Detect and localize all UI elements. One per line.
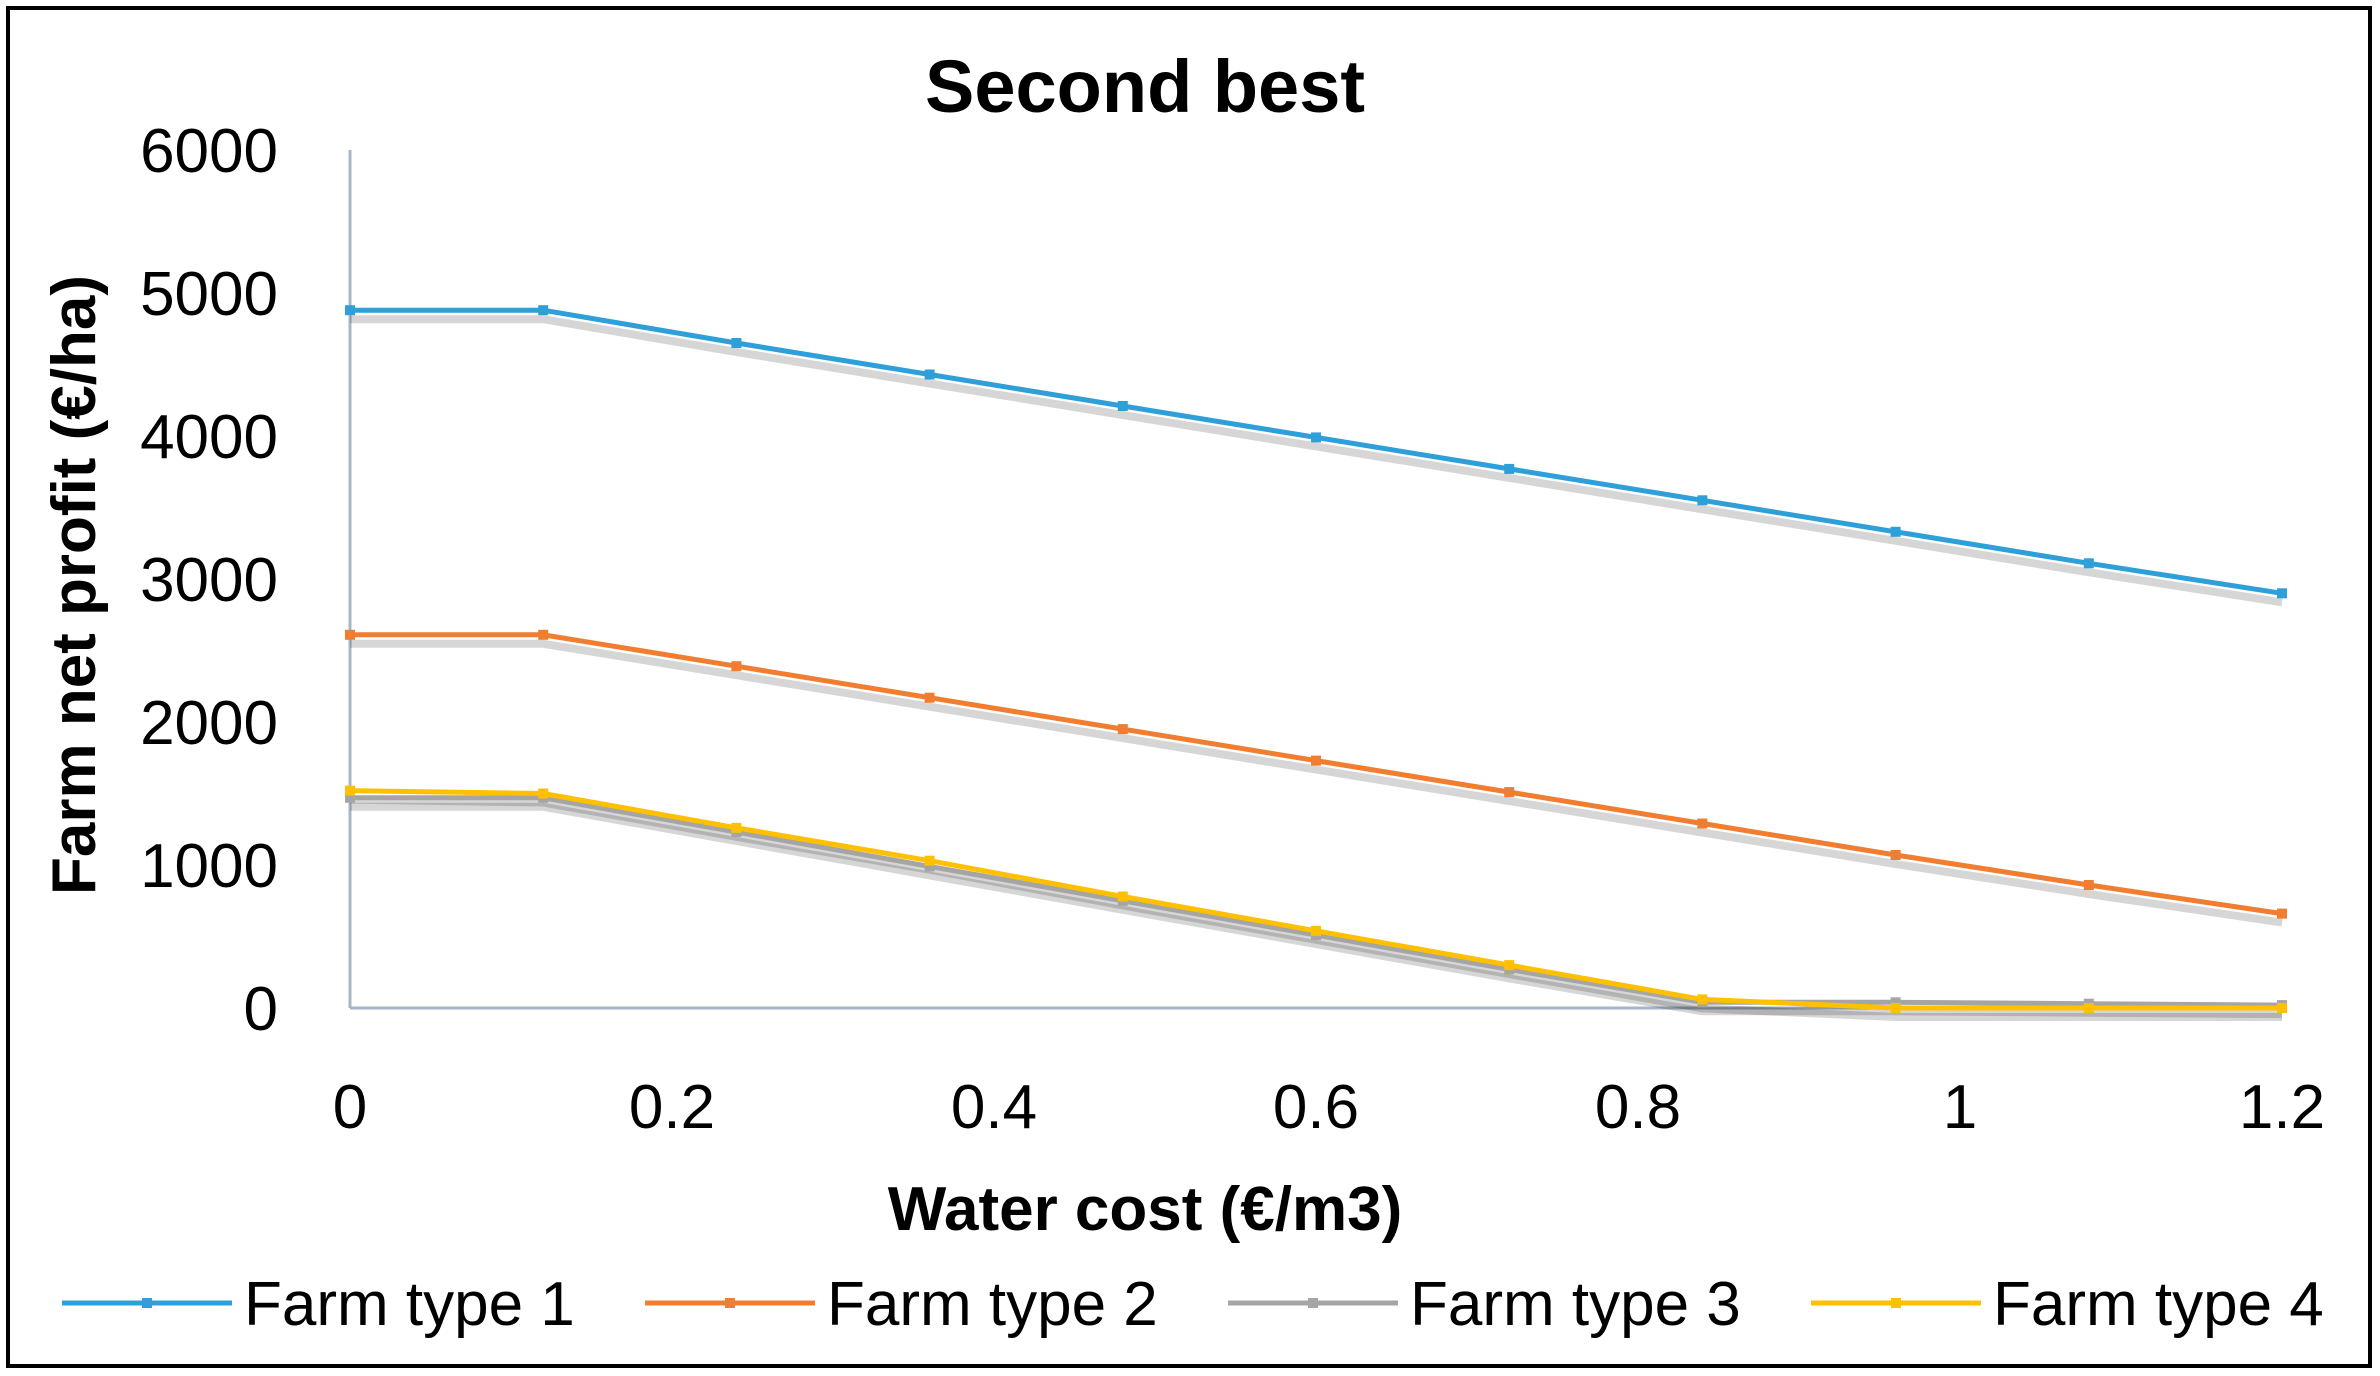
series-line-farm-type-3 <box>350 795 2283 1008</box>
data-point-farm-type-4 <box>731 822 742 833</box>
data-point-farm-type-1 <box>1504 463 1515 474</box>
data-point-farm-type-2 <box>2083 880 2094 890</box>
data-point-farm-type-4 <box>1117 891 1128 902</box>
series-shadow-4 <box>349 795 2282 1021</box>
data-point-farm-type-4 <box>1504 960 1515 971</box>
chart-title: Second best <box>925 45 1365 128</box>
data-point-farm-type-4 <box>2277 1003 2287 1013</box>
legend-marker <box>725 1298 735 1308</box>
data-point-farm-type-4 <box>924 855 935 866</box>
data-point-farm-type-1 <box>345 305 355 316</box>
y-tick-label: 4000 <box>140 403 278 472</box>
x-tick-label: 0.4 <box>951 1073 1037 1142</box>
series-lines <box>345 305 2287 1013</box>
data-point-farm-type-2 <box>731 661 742 672</box>
data-point-farm-type-4 <box>2083 1003 2094 1013</box>
data-point-farm-type-2 <box>924 692 935 703</box>
x-tick-label: 1.2 <box>2239 1073 2325 1142</box>
series-shadow-1 <box>350 315 2283 607</box>
data-point-farm-type-1 <box>1117 401 1128 411</box>
y-tick-label: 3000 <box>140 546 278 615</box>
data-point-farm-type-2 <box>1890 850 1901 860</box>
x-axis-label: Water cost (€/m3) <box>888 1175 1403 1244</box>
data-point-farm-type-1 <box>1890 526 1901 537</box>
data-point-farm-type-1 <box>2277 588 2287 599</box>
chart-frame <box>6 6 2372 1368</box>
data-point-farm-type-2 <box>2277 908 2287 919</box>
data-point-farm-type-2 <box>1504 787 1515 798</box>
y-tick-labels: 0 1000 2000 3000 4000 5000 6000 <box>140 117 278 1044</box>
x-tick-label: 0.6 <box>1273 1073 1359 1142</box>
legend-item-farm-type-3: Farm type 3 <box>1228 1270 1741 1339</box>
x-tick-label: 0.8 <box>1595 1073 1681 1142</box>
series-line-farm-type-1 <box>350 307 2283 596</box>
data-point-farm-type-4 <box>1311 925 1321 936</box>
legend-marker <box>142 1298 152 1308</box>
x-tick-label: 0 <box>333 1073 367 1142</box>
series-shadow-2 <box>350 639 2283 927</box>
legend-label: Farm type 3 <box>1410 1270 1741 1339</box>
data-point-farm-type-2 <box>345 629 355 640</box>
data-point-farm-type-2 <box>1117 724 1128 735</box>
legend-marker <box>1308 1298 1318 1308</box>
x-tick-label: 0.2 <box>629 1073 715 1142</box>
data-point-farm-type-4 <box>1890 1003 1901 1013</box>
legend-item-farm-type-4: Farm type 4 <box>1811 1270 2324 1339</box>
legend-item-farm-type-2: Farm type 2 <box>645 1270 1158 1339</box>
data-point-farm-type-1 <box>2083 558 2094 569</box>
series-shadow-3 <box>350 802 2283 1019</box>
y-tick-label: 2000 <box>140 689 278 758</box>
legend: Farm type 1 Farm type 2 Farm type 3 Farm ty… <box>62 1270 2324 1339</box>
data-point-farm-type-4 <box>538 788 549 799</box>
legend-marker <box>1891 1298 1901 1308</box>
legend-label: Farm type 1 <box>244 1270 575 1339</box>
data-point-farm-type-1 <box>731 338 742 348</box>
data-point-farm-type-3 <box>345 792 355 803</box>
data-point-farm-type-4 <box>1697 994 1708 1005</box>
y-tick-label: 5000 <box>140 260 278 329</box>
y-tick-label: 1000 <box>140 832 278 901</box>
y-axis-label: Farm net profit (€/ha) <box>40 275 109 895</box>
x-tick-label: 1 <box>1943 1073 1977 1142</box>
legend-item-farm-type-1: Farm type 1 <box>62 1270 575 1339</box>
series-line-farm-type-2 <box>350 632 2283 917</box>
data-point-farm-type-1 <box>1697 495 1708 506</box>
data-point-farm-type-2 <box>1697 818 1708 829</box>
data-point-farm-type-2 <box>1311 755 1321 766</box>
data-point-farm-type-3 <box>924 861 935 872</box>
data-point-farm-type-2 <box>538 629 549 640</box>
legend-label: Farm type 4 <box>1993 1270 2324 1339</box>
legend-label: Farm type 2 <box>827 1270 1158 1339</box>
data-point-farm-type-1 <box>538 305 549 316</box>
data-point-farm-type-3 <box>1890 997 1901 1008</box>
data-point-farm-type-1 <box>1311 432 1321 443</box>
x-tick-labels: 0 0.2 0.4 0.6 0.8 1 1.2 <box>333 1073 2325 1142</box>
y-tick-label: 0 <box>244 975 278 1044</box>
data-point-farm-type-4 <box>345 785 355 796</box>
y-tick-label: 6000 <box>140 117 278 186</box>
series-shadows <box>349 315 2283 1021</box>
data-point-farm-type-1 <box>924 369 935 380</box>
